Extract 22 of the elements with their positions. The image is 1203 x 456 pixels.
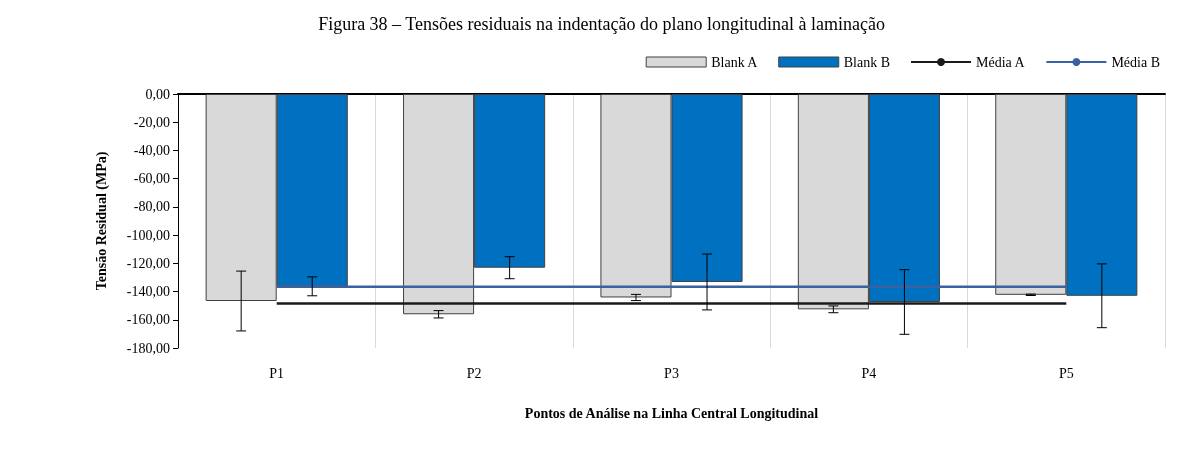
y-tick-label: -60,00 — [133, 171, 170, 187]
y-axis-title: Tensão Residual (MPa) — [93, 151, 110, 291]
legend-label: Blank A — [711, 54, 759, 70]
y-tick-label: -100,00 — [126, 227, 170, 243]
legend-label: Blank B — [843, 54, 891, 70]
x-tick-label: P3 — [664, 365, 679, 381]
x-tick-label: P4 — [861, 365, 877, 381]
y-tick-label: -80,00 — [133, 199, 170, 215]
y-tick-label: -40,00 — [133, 142, 170, 158]
y-tick-label: -160,00 — [126, 312, 170, 328]
legend-label: Média A — [976, 54, 1026, 70]
x-axis-title: Pontos de Análise na Linha Central Longitudinal — [524, 405, 819, 421]
chart-title: Figura 38 – Tensões residuais na indentação do plano longitudinal à laminação — [318, 14, 885, 34]
y-tick-label: 0,00 — [145, 86, 170, 102]
legend-label: Média B — [1111, 54, 1161, 70]
x-tick-label: P5 — [1058, 365, 1074, 381]
y-tick-label: -180,00 — [126, 340, 170, 356]
y-tick-label: -140,00 — [126, 284, 170, 300]
y-tick-label: -20,00 — [133, 114, 170, 130]
x-tick-label: P1 — [269, 365, 285, 381]
y-tick-label: -120,00 — [126, 255, 170, 271]
x-tick-label: P2 — [466, 365, 482, 381]
